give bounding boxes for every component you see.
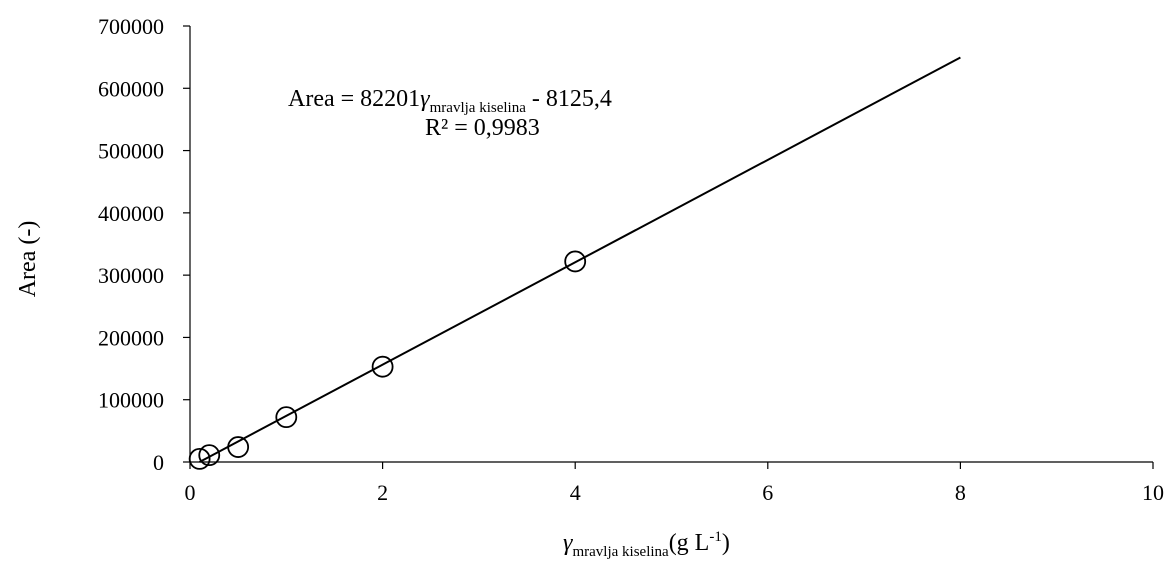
- data-point: [371, 355, 394, 378]
- trendline-equation: Area = 82201γmravlja kiselina - 8125,4: [288, 86, 612, 116]
- data-point: [188, 447, 211, 470]
- equation-prefix: Area = 82201: [288, 86, 420, 112]
- y-tick-label: 0: [153, 450, 164, 475]
- x-tick-label: 0: [185, 480, 196, 505]
- x-tick-label: 4: [570, 480, 581, 505]
- x-axis-title: γmravlja kiselina(g L-1): [563, 529, 730, 560]
- r-squared-label: R² = 0,9983: [425, 115, 540, 141]
- y-tick-label: 500000: [98, 139, 164, 164]
- y-tick-label: 400000: [98, 201, 164, 226]
- y-axis-ticks: 0 100000 200000 300000 400000 500000 600000 700…: [98, 14, 190, 475]
- y-tick-label: 200000: [98, 325, 164, 350]
- y-tick-label: 300000: [98, 263, 164, 288]
- x-axis-symbol: γ: [563, 530, 573, 556]
- x-axis-unit-end: ): [722, 530, 730, 556]
- equation-subscript: mravlja kiselina: [430, 100, 527, 116]
- x-tick-label: 6: [762, 480, 773, 505]
- data-point: [227, 436, 250, 458]
- data-point: [564, 250, 587, 273]
- x-axis-ticks: 0 2 4 6 8 10: [185, 462, 1164, 505]
- trendline: [199, 56, 961, 463]
- y-axis-title: Area (-): [15, 221, 41, 298]
- x-axis-subscript: mravlja kiselina: [572, 544, 669, 560]
- data-point: [275, 406, 298, 429]
- y-tick-label: 700000: [98, 14, 164, 39]
- y-tick-label: 100000: [98, 388, 164, 413]
- data-point: [198, 444, 221, 467]
- x-axis-unit: (g L: [669, 530, 710, 556]
- x-tick-label: 10: [1142, 480, 1164, 505]
- x-tick-label: 2: [377, 480, 388, 505]
- equation-suffix: - 8125,4: [526, 86, 612, 112]
- x-tick-label: 8: [955, 480, 966, 505]
- y-tick-label: 600000: [98, 76, 164, 101]
- x-axis-unit-sup: -1: [709, 529, 722, 545]
- data-points: [188, 250, 587, 470]
- equation-symbol: γ: [420, 86, 430, 112]
